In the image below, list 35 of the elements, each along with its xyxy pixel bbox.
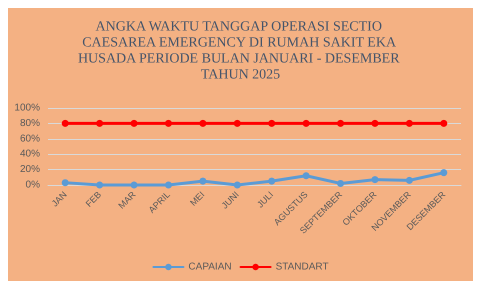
y-tick-label: 40% — [20, 148, 40, 160]
point — [302, 172, 310, 180]
point — [302, 120, 310, 127]
point — [440, 120, 448, 127]
point — [164, 182, 172, 188]
point — [62, 179, 69, 186]
y-tick-label: 80% — [20, 118, 40, 129]
legend-label: CAPAIAN — [188, 262, 232, 272]
point — [96, 120, 104, 127]
point — [268, 178, 276, 185]
y-tick-label: 100% — [14, 102, 40, 114]
point — [199, 120, 206, 127]
y-tick-label: 60% — [20, 133, 40, 144]
y-tick-label: 20% — [20, 164, 40, 176]
point — [268, 120, 276, 127]
point — [337, 180, 344, 187]
point — [130, 182, 138, 188]
point — [371, 120, 378, 127]
legend-label: STANDART — [276, 262, 329, 272]
point — [440, 169, 448, 176]
point — [62, 120, 69, 127]
point — [371, 176, 378, 184]
point — [234, 120, 241, 127]
point — [96, 182, 104, 188]
y-tick-label: 0% — [26, 180, 40, 190]
point — [234, 182, 241, 188]
point — [130, 120, 138, 127]
point — [337, 120, 344, 127]
x-tick-label: FEB — [84, 189, 104, 209]
point — [164, 120, 172, 127]
point — [199, 178, 206, 185]
x-tick-label: MEI — [188, 189, 206, 208]
point — [406, 176, 413, 184]
point — [406, 120, 413, 127]
chart-title: ANGKA WAKTU TANGGAP OPERASI SECTIO CAESAREA EMERGENCY DI RUMAH SAKIT EKA HUSADA PERIODE BULAN JANUARI - DESEMBER TAHUN 2025 — [78, 20, 404, 82]
